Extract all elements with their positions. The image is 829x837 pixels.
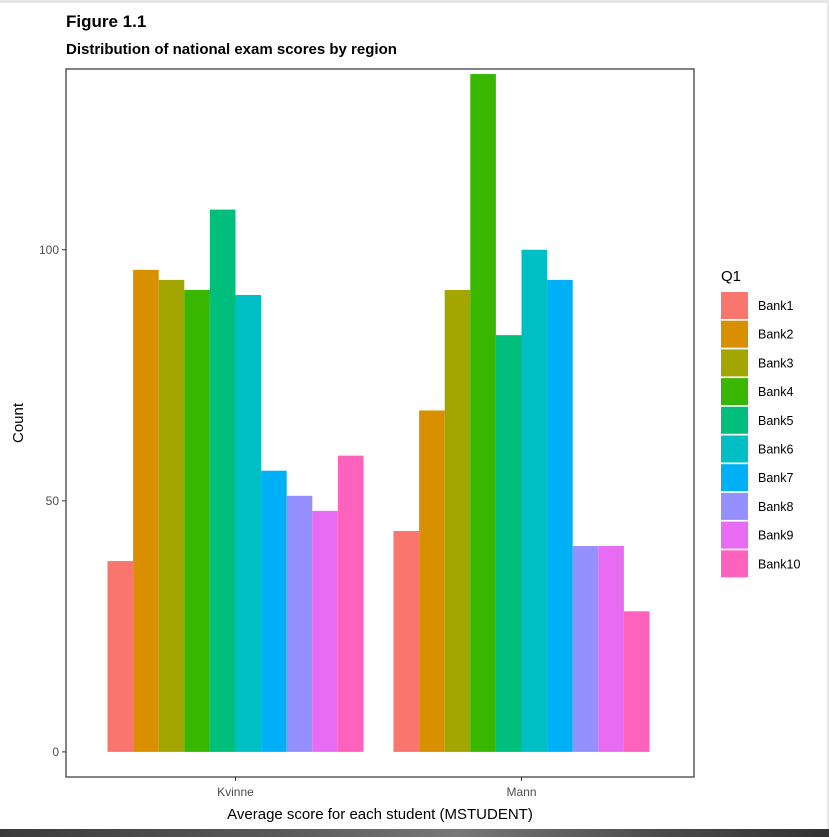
figure-subtitle: Distribution of national exam scores by …: [66, 41, 397, 58]
bars-layer: [107, 74, 650, 752]
bar-bank4-kvinne: [184, 289, 210, 752]
legend-key-bank2: [721, 320, 748, 348]
legend-key-bank4: [721, 378, 748, 406]
bar-bank6-mann: [521, 249, 548, 752]
bar-bank7-mann: [547, 279, 573, 752]
bar-bank5-kvinne: [209, 209, 236, 752]
window-right-border: [827, 0, 829, 837]
bar-bank7-kvinne: [261, 470, 287, 752]
bar-bank1-mann: [393, 530, 420, 752]
bar-bank8-mann: [572, 546, 599, 752]
figure-title: Figure 1.1: [66, 12, 147, 31]
y-axis-title: Count: [10, 402, 27, 443]
bar-bank9-mann: [598, 546, 624, 752]
legend-key-bank10: [721, 550, 748, 578]
bar-bank2-mann: [419, 410, 445, 752]
legend-label-bank10: Bank10: [758, 557, 800, 571]
bar-bank1-kvinne: [107, 561, 134, 752]
legend-label-bank2: Bank2: [758, 328, 793, 342]
legend-key-bank8: [721, 492, 748, 520]
bar-bank3-kvinne: [158, 279, 185, 752]
legend-key-bank7: [721, 464, 748, 492]
bar-bank5-mann: [495, 335, 522, 752]
legend-key-bank3: [721, 349, 748, 377]
bar-bank4-mann: [470, 74, 496, 752]
bar-bank6-kvinne: [235, 294, 262, 752]
bar-bank8-kvinne: [286, 495, 313, 752]
legend-key-bank1: [721, 292, 748, 319]
x-tick-label-kvinne: Kvinne: [217, 785, 254, 799]
legend-key-bank9: [721, 521, 748, 549]
bar-bank2-kvinne: [133, 269, 159, 752]
legend-label-bank3: Bank3: [758, 356, 793, 370]
legend-label-bank4: Bank4: [758, 385, 793, 399]
y-axis: 0 50 100: [39, 243, 66, 759]
y-tick-label: 100: [39, 243, 59, 257]
legend-label-bank1: Bank1: [758, 299, 793, 313]
plot-panel-border: [65, 68, 695, 778]
x-axis-title: Average score for each student (MSTUDENT…: [227, 806, 533, 823]
legend: Q1 Bank1 Bank2 Bank3 Bank4 Bank5 Bank6 Bank7 Ba…: [721, 268, 800, 578]
x-tick-label-mann: Mann: [506, 785, 536, 799]
y-tick-label: 0: [52, 745, 59, 759]
legend-label-bank7: Bank7: [758, 471, 793, 485]
legend-label-bank5: Bank5: [758, 414, 793, 428]
bar-bank10-mann: [623, 611, 650, 752]
bar-bank3-mann: [444, 289, 471, 752]
legend-label-bank6: Bank6: [758, 443, 793, 457]
legend-title: Q1: [721, 268, 741, 285]
legend-key-bank5: [721, 406, 748, 434]
desktop-strip: [0, 829, 829, 837]
legend-label-bank8: Bank8: [758, 500, 793, 514]
bar-bank10-kvinne: [337, 455, 364, 752]
y-tick-label: 50: [46, 494, 60, 508]
legend-key-bank6: [721, 435, 748, 463]
legend-label-bank9: Bank9: [758, 529, 793, 543]
window-top-border: [0, 0, 829, 3]
bar-bank9-kvinne: [312, 510, 338, 752]
x-axis: Kvinne Mann: [217, 777, 537, 799]
